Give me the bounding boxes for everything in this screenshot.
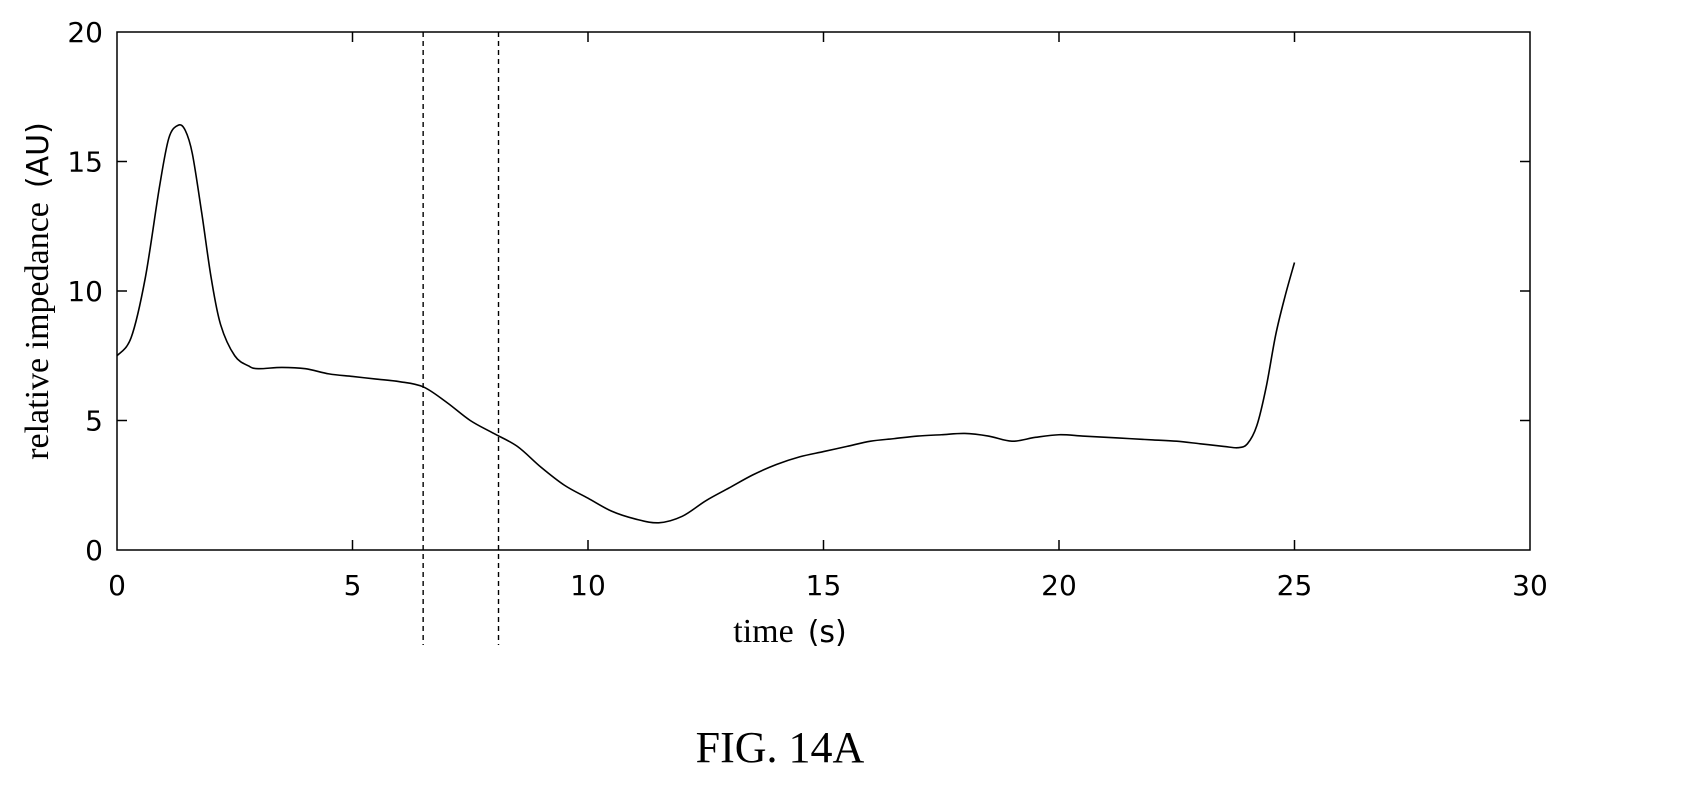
y-tick-label: 10 [67,275,103,308]
x-tick-labels: 0 5 10 15 20 25 30 [108,569,1548,602]
y-tick-label: 0 [85,534,103,567]
y-tick-label: 5 [85,405,103,438]
series-line [116,124,1296,524]
plot-frame [116,31,1531,551]
figure-caption: FIG. 14A [696,723,865,772]
y-tick-labels: 0 5 10 15 20 [67,16,103,567]
y-axis-label: relative impedance(AU) [19,122,56,460]
x-tick-label: 0 [108,569,126,602]
x-tick-label: 10 [570,569,606,602]
axis-ticks [117,32,1530,550]
x-tick-label: 15 [806,569,842,602]
x-axis-label: time (s) [733,613,846,650]
y-tick-label: 20 [67,16,103,49]
vertical-markers [422,32,500,645]
y-tick-label: 15 [67,146,103,179]
x-tick-label: 30 [1512,569,1548,602]
x-tick-label: 5 [344,569,362,602]
x-tick-label: 20 [1041,569,1077,602]
x-tick-label: 25 [1277,569,1313,602]
